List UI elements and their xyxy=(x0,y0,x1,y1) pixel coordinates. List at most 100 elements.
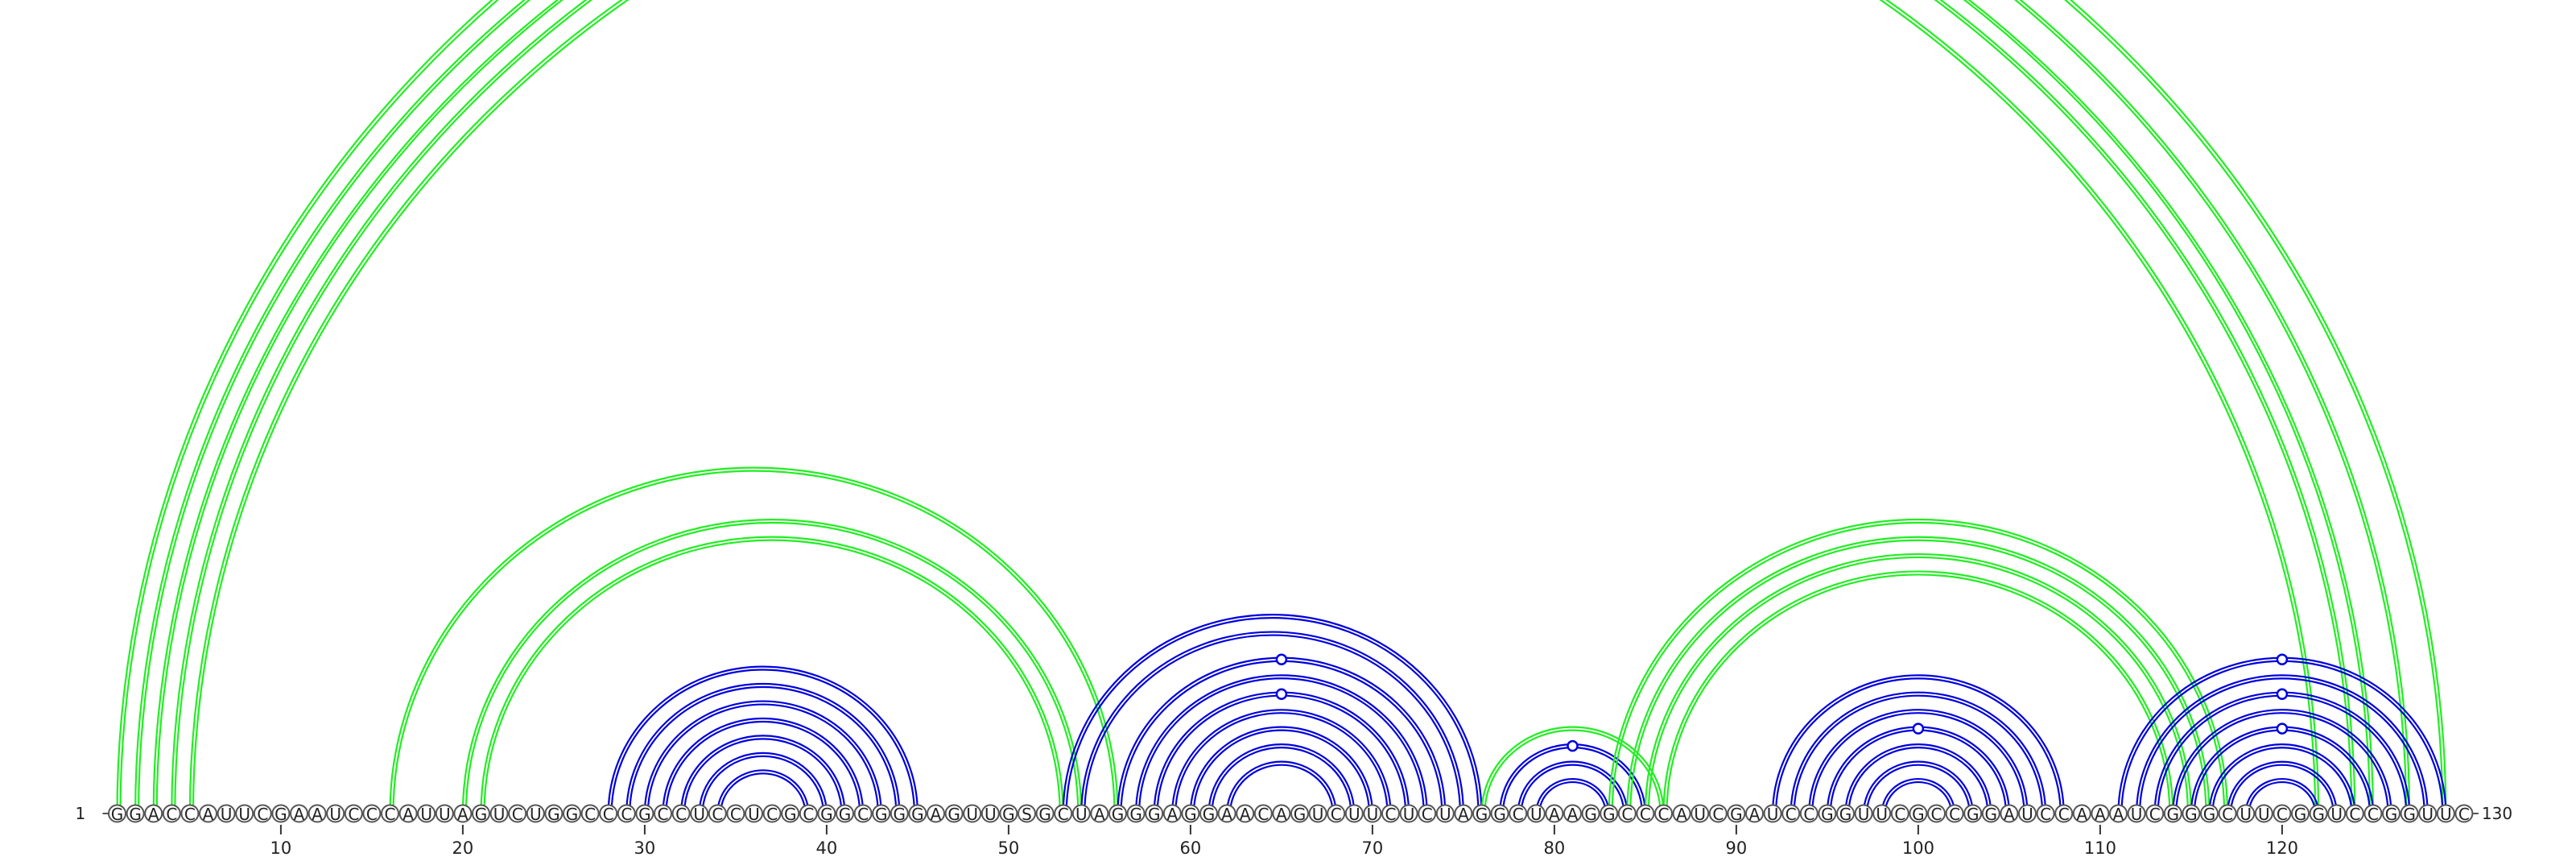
nucleotide-letter-24: U xyxy=(530,805,542,824)
marker-115-125 xyxy=(2276,722,2289,735)
nucleotide-circle-28 xyxy=(599,804,618,823)
arc-79-83-inner xyxy=(1538,781,1607,814)
nucleotide-107: C xyxy=(2036,804,2055,824)
nucleotide-letter-120: C xyxy=(2277,805,2288,824)
nucleotide-42: C xyxy=(853,804,873,824)
arc-28-45-inner xyxy=(610,669,915,814)
nucleotide-letter-55: A xyxy=(1094,805,1105,824)
nucleotide-62: A xyxy=(1217,804,1236,824)
nucleotide-letter-104: G xyxy=(1985,805,1998,824)
nucleotide-circle-27 xyxy=(580,804,600,823)
nucleotide-letter-64: C xyxy=(1257,805,1269,824)
nucleotide-87: A xyxy=(1672,804,1691,824)
nucleotide-94: C xyxy=(1799,804,1818,824)
nucleotide-letter-10: G xyxy=(275,805,287,824)
nucleotide-circle-31 xyxy=(654,804,672,823)
nucleotide-circle-59 xyxy=(1162,804,1182,823)
nucleotide-circle-7 xyxy=(217,804,236,823)
nucleotide-letter-20: A xyxy=(457,805,469,824)
tick-label-50: 50 xyxy=(998,838,1020,857)
nucleotide-circle-3 xyxy=(144,804,163,823)
nucleotide-106: U xyxy=(2018,804,2037,824)
nucleotide-59: A xyxy=(1162,804,1182,824)
nucleotide-72: U xyxy=(1399,804,1418,824)
arc-21-53-outer xyxy=(480,536,1064,814)
nucleotide-80: A xyxy=(1545,804,1564,824)
nucleotide-44: G xyxy=(890,804,909,824)
arc-28-45-outer xyxy=(607,665,919,814)
nucleotide-128: U xyxy=(2418,804,2438,824)
nucleotide-letter-126: G xyxy=(2385,805,2398,824)
arc-62-68-outer xyxy=(1226,760,1337,814)
arc-30-43-outer xyxy=(643,700,882,814)
arc-29-44-outer xyxy=(625,682,901,814)
nucleotide-circle-1 xyxy=(108,804,126,823)
nucleotide-letter-115: G xyxy=(2185,805,2198,824)
nucleotide-letter-1: G xyxy=(111,805,124,824)
nucleotide-letter-22: U xyxy=(493,805,506,824)
nucleotide-circle-67 xyxy=(1308,804,1327,823)
nucleotide-letter-118: U xyxy=(2240,805,2252,824)
nucleotide-circle-4 xyxy=(162,804,181,823)
nucleotide-circle-121 xyxy=(2291,804,2310,823)
nucleotide-letter-2: G xyxy=(129,805,142,824)
nucleotide-118: U xyxy=(2236,804,2256,824)
nucleotide-circle-39 xyxy=(799,804,818,823)
sequence-start-label: 1 xyxy=(76,804,86,823)
nucleotide-circle-77 xyxy=(1490,804,1509,823)
arc-57-73-outer xyxy=(1135,674,1428,814)
nucleotide-letter-117: C xyxy=(2222,805,2233,824)
arc-79-83-outer xyxy=(1535,777,1610,814)
nucleotide-letter-43: G xyxy=(875,805,888,824)
nucleotide-letter-74: U xyxy=(1439,805,1451,824)
arc-117-123-outer xyxy=(2227,760,2338,814)
nucleotide-circle-113 xyxy=(2145,804,2165,823)
nucleotide-circle-42 xyxy=(853,804,873,823)
arc-78-84-outer xyxy=(1517,760,1629,814)
nucleotide-114: G xyxy=(2163,804,2182,824)
nucleotide-circle-69 xyxy=(1344,804,1364,823)
nucleotide-circle-15 xyxy=(362,804,382,823)
nucleotide-110: A xyxy=(2091,804,2110,824)
tick-label-110: 110 xyxy=(2084,838,2116,857)
nucleotide-letter-75: A xyxy=(1458,805,1469,824)
arc-86-114-inner xyxy=(1666,573,2171,814)
arc-59-71-inner xyxy=(1174,712,1389,814)
nucleotide-34: C xyxy=(708,804,727,824)
nucleotide-letter-129: U xyxy=(2440,805,2452,824)
nucleotide-circle-96 xyxy=(1836,804,1855,823)
nucleotide-circle-10 xyxy=(271,804,291,823)
nucleotide-16: C xyxy=(381,804,399,824)
nucleotide-circle-109 xyxy=(2072,804,2091,823)
arc-53-76-inner xyxy=(1065,617,1480,814)
arc-112-128-outer xyxy=(2136,674,2429,814)
nucleotide-circle-89 xyxy=(1708,804,1728,823)
nucleotide-letter-76: G xyxy=(1476,805,1488,824)
nucleotide-letter-91: A xyxy=(1749,805,1761,824)
nucleotide-letter-57: G xyxy=(1129,805,1142,824)
arc-1-129-outer xyxy=(116,0,2447,814)
nucleotide-letter-110: A xyxy=(2095,805,2106,824)
nucleotide-17: A xyxy=(398,804,418,824)
nucleotide-letter-47: G xyxy=(947,805,960,824)
nucleotide-circle-68 xyxy=(1327,804,1346,823)
nucleotide-circle-6 xyxy=(199,804,217,823)
nucleotide-100: G xyxy=(1909,804,1928,824)
nucleotide-circle-73 xyxy=(1418,804,1437,823)
nucleotide-63: A xyxy=(1236,804,1255,824)
arc-76-86-outer xyxy=(1480,726,1665,814)
nucleotide-3: A xyxy=(144,804,163,824)
nucleotide-letter-50: G xyxy=(1002,805,1015,824)
nucleotide-123: U xyxy=(2327,804,2347,824)
nucleotide-circle-45 xyxy=(908,804,927,823)
nucleotide-27: C xyxy=(580,804,600,824)
arc-78-84-inner xyxy=(1520,764,1625,814)
nucleotide-circle-13 xyxy=(326,804,345,823)
nucleotide-circle-81 xyxy=(1563,804,1582,823)
nucleotide-83: G xyxy=(1600,804,1619,824)
nucleotide-letter-94: C xyxy=(1803,805,1814,824)
arc-59-71-outer xyxy=(1171,709,1392,814)
nucleotide-circle-20 xyxy=(453,804,473,823)
arc-94-106-inner xyxy=(1811,712,2025,814)
